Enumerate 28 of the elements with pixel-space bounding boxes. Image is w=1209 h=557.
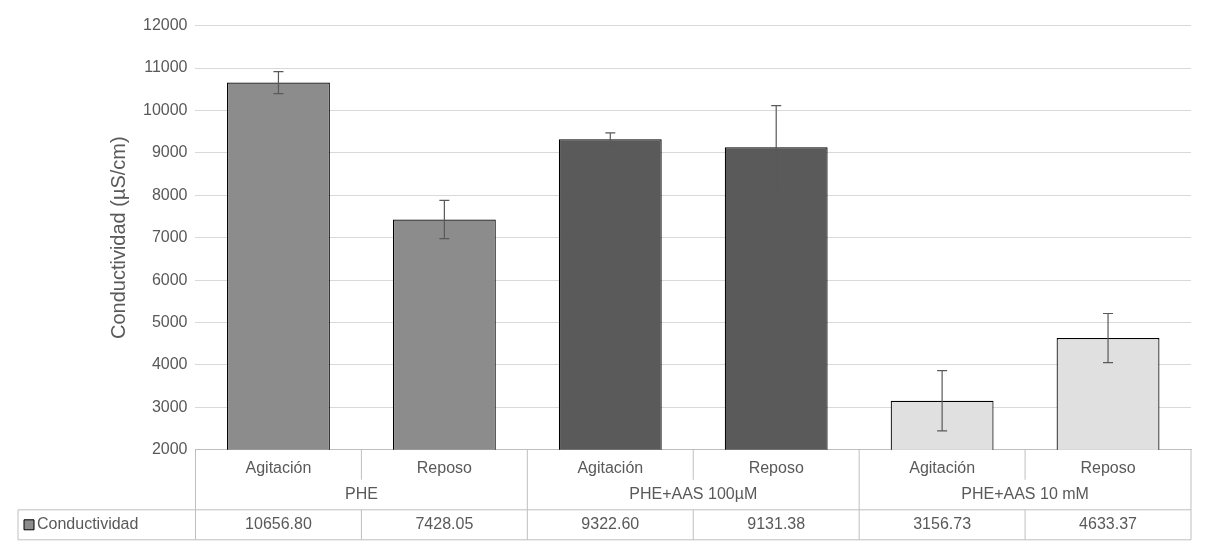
y-tick-label: 6000	[151, 270, 188, 288]
x-tick-label: Reposo	[1080, 458, 1136, 476]
x-tick-label: Agitación	[577, 458, 644, 476]
y-tick-label: 4000	[151, 355, 188, 373]
text: PHE+AAS 100µM	[629, 485, 758, 503]
y-tick-label: 5000	[151, 312, 188, 330]
data-label: 9322.60	[581, 515, 640, 533]
y-axis-title: Conductividad (µS/cm)	[106, 136, 129, 340]
data-label: 9131.38	[747, 515, 806, 533]
y-tick-label: 7000	[151, 228, 188, 246]
data-label: 10656.80	[245, 515, 312, 533]
data-label: 7428.05	[415, 515, 474, 533]
y-tick-label: 8000	[151, 185, 188, 203]
x-tick-label: Reposo	[748, 458, 804, 476]
x-tick-label: Agitación	[909, 458, 976, 476]
y-tick-label: 2000	[151, 440, 188, 458]
text: PHE+AAS 10 mM	[961, 485, 1089, 503]
text: PHE	[344, 485, 378, 503]
y-tick-label: 12000	[142, 16, 188, 34]
data-label: 4633.37	[1079, 515, 1138, 533]
x-tick-label: Agitación	[245, 458, 312, 476]
y-tick-label: 9000	[151, 143, 188, 161]
y-tick-label: 11000	[144, 58, 188, 76]
legend-label: Conductividad	[37, 515, 139, 533]
data-label: 3156.73	[913, 515, 972, 533]
y-tick-label: 10000	[142, 100, 188, 118]
x-tick-label: Reposo	[416, 458, 473, 476]
y-tick-label: 3000	[151, 397, 188, 415]
